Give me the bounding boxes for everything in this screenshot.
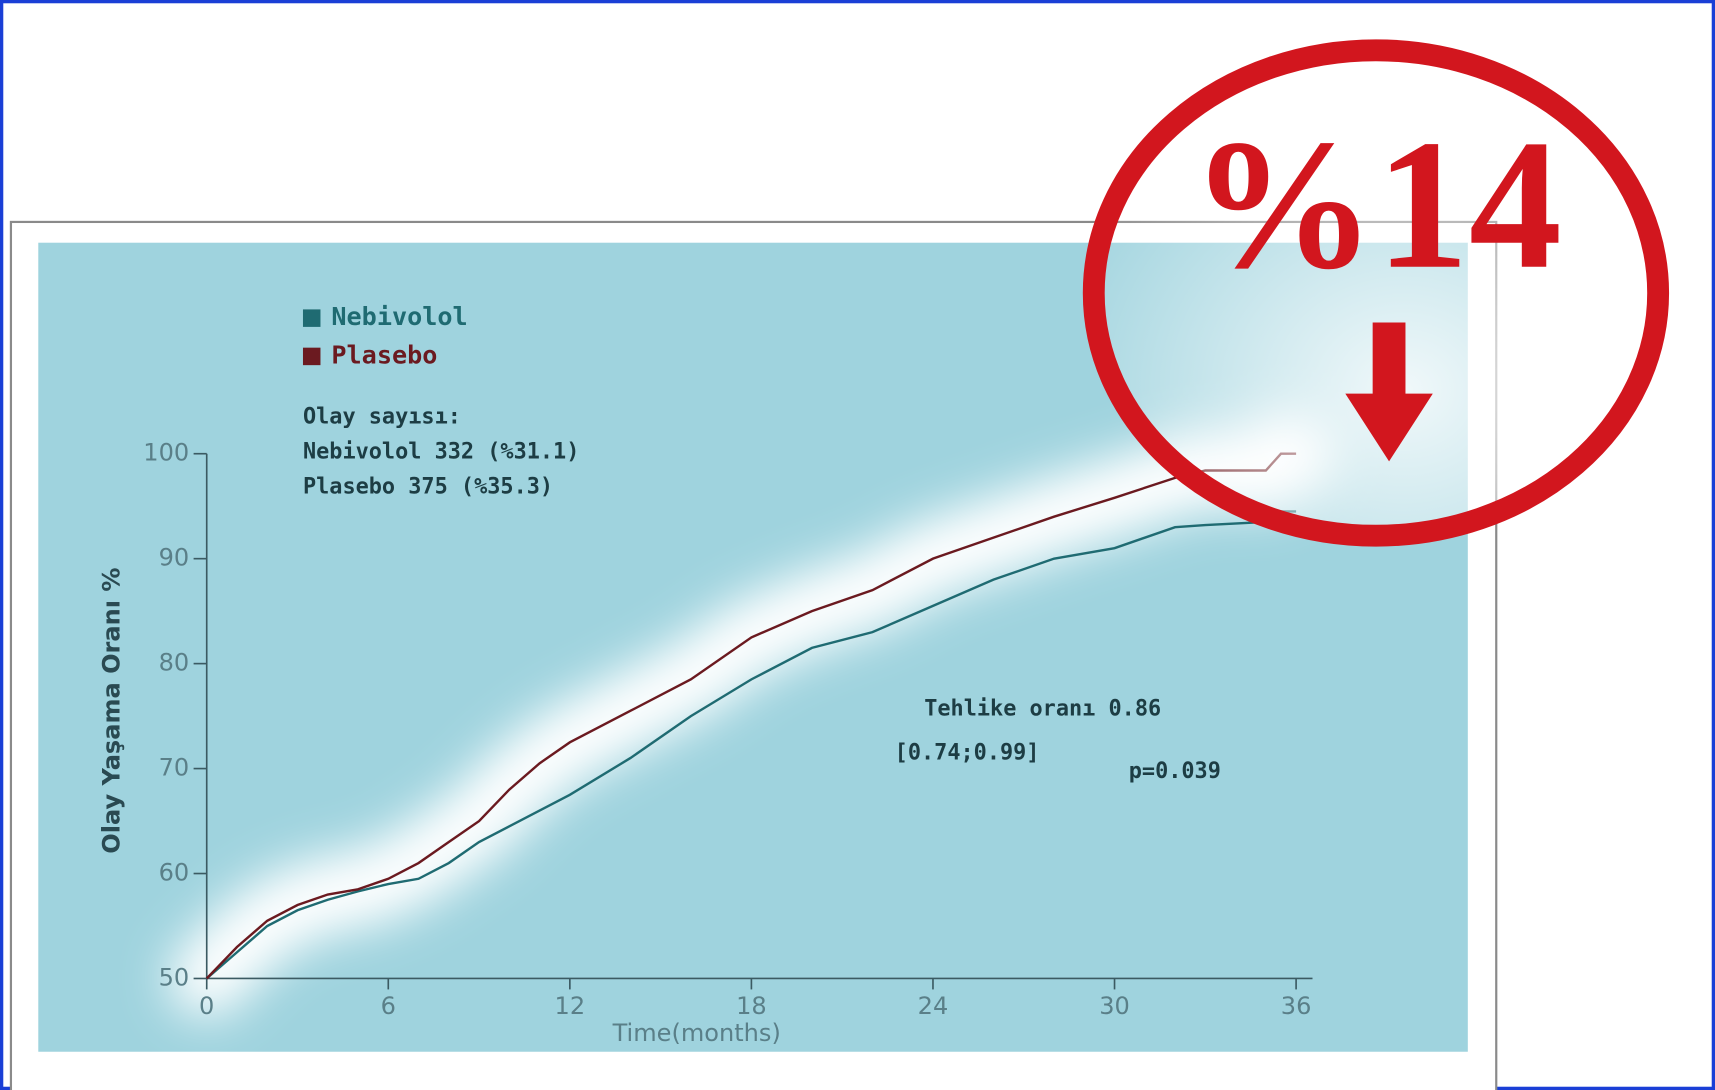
x-tick-label: 18 [736, 992, 767, 1020]
y-tick-label: 70 [159, 754, 190, 782]
y-tick-label: 60 [159, 859, 190, 887]
x-tick-label: 30 [1099, 992, 1130, 1020]
x-tick-label: 0 [199, 992, 214, 1020]
x-axis-label: Time(months) [612, 1019, 781, 1047]
badge: %14 [1094, 50, 1658, 535]
events-entry: Plasebo 375 (%35.3) [303, 475, 553, 500]
chart: 50 60 70 80 90 100 0 6 12 18 24 30 36 Nebivolol Plaseb… [0, 0, 1715, 1090]
y-tick-label: 100 [143, 439, 189, 467]
legend-label: Nebivolol [331, 302, 467, 331]
x-tick-label: 36 [1281, 992, 1312, 1020]
legend-swatch [303, 348, 321, 365]
x-tick-label: 12 [555, 992, 586, 1020]
x-tick-label: 24 [918, 992, 949, 1020]
x-tick-label: 6 [381, 992, 396, 1020]
y-tick-label: 50 [159, 963, 190, 991]
y-tick-label: 80 [159, 649, 190, 677]
y-tick-label: 90 [159, 544, 190, 572]
y-axis-label: Olay Yaşama Oranı % [98, 568, 126, 854]
events-entry: Nebivolol 332 (%31.1) [303, 440, 579, 465]
hazard-ratio: Tehlike oranı 0.86 [924, 697, 1161, 722]
events-title: Olay sayısı: [303, 405, 461, 430]
page: {"chart_data": { "type": "line", "y_labe… [0, 0, 1715, 1090]
confidence-interval: [0.74;0.99] [895, 740, 1040, 765]
p-value: p=0.039 [1129, 759, 1221, 784]
legend-label: Plasebo [331, 340, 437, 369]
legend-swatch [303, 309, 321, 326]
badge-text: %14 [1190, 102, 1562, 308]
